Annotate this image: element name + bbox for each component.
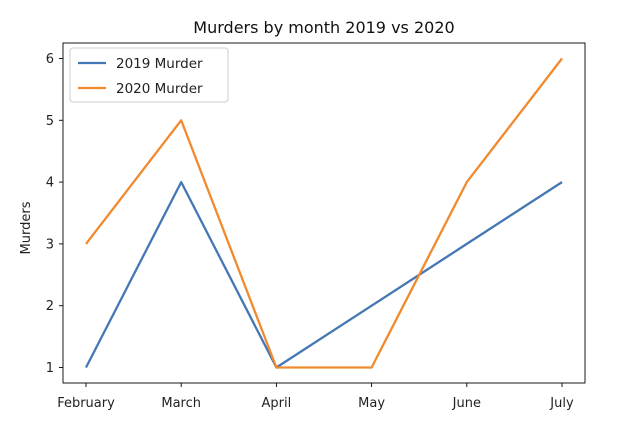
x-axis: February March April May June July	[57, 383, 574, 411]
series-lines	[84, 57, 563, 369]
series-line-2019-murder	[84, 180, 563, 369]
series-line-2020-murder	[85, 57, 563, 369]
x-tick-label-june: June	[452, 396, 481, 411]
x-tick-label-march: March	[161, 396, 201, 411]
plot-area-frame	[62, 42, 586, 384]
y-tick-label-6: 6	[46, 52, 54, 67]
y-axis-label: Murders	[19, 201, 34, 254]
legend: 2019 Murder 2020 Murder	[69, 47, 229, 103]
y-tick-label-1: 1	[46, 361, 54, 376]
x-tick-label-may: May	[358, 396, 385, 411]
legend-label-2020-murder: 2020 Murder	[116, 81, 203, 97]
legend-label-2019-murder: 2019 Murder	[116, 56, 203, 72]
y-axis: 1 2 3 4 5 6	[46, 52, 63, 376]
x-tick-label-february: February	[57, 396, 115, 411]
y-tick-label-4: 4	[46, 176, 54, 191]
y-tick-label-5: 5	[46, 114, 54, 129]
y-tick-label-2: 2	[46, 299, 54, 314]
legend-box	[69, 47, 229, 103]
y-tick-label-3: 3	[46, 237, 54, 252]
chart-title: Murders by month 2019 vs 2020	[193, 18, 454, 37]
x-tick-label-july: July	[549, 396, 574, 411]
x-tick-label-april: April	[262, 396, 292, 411]
